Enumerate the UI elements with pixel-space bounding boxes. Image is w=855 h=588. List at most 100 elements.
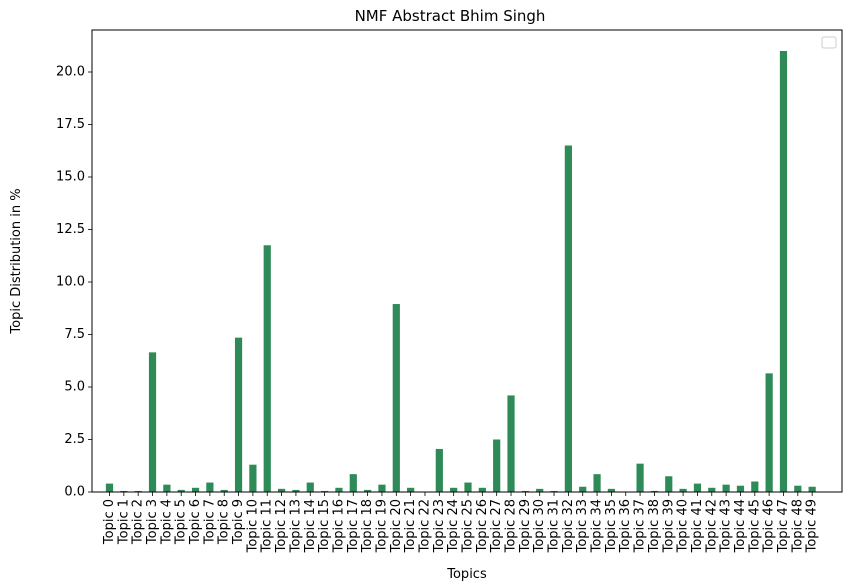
x-ticks-group: Topic 0 Topic 1 Topic 2 Topic 3 Topic 4 Topic… [102,492,820,553]
bar [206,482,214,492]
x-tick-label: Topic 31 [547,499,562,553]
bar [378,484,386,492]
x-tick-label: Topic 22 [417,499,432,553]
x-tick-label: Topic 18 [360,499,375,553]
x-tick-label: Topic 42 [704,499,719,553]
bar [134,490,142,492]
x-tick-label: Topic 35 [604,499,619,553]
bar [349,474,357,492]
bar [148,352,157,492]
bar [636,463,644,492]
y-ticks-group: 0.0 2.5 5.0 7.5 10.0 12.5 15.0 17.5 20.0 [56,65,92,500]
x-tick-label: Topic 5 [174,499,189,545]
bar [722,484,730,492]
x-tick-label: Topic 43 [719,499,734,553]
plot-frame [91,29,843,493]
bar [464,482,472,492]
bar [579,486,587,492]
x-tick-label: Topic 4 [159,499,174,545]
bar [521,490,529,492]
x-tick-label: Topic 32 [561,499,576,553]
bar [665,476,673,492]
bar [593,474,601,492]
x-tick-label: Topic 6 [188,499,203,545]
bar [708,487,716,492]
x-tick-label: Topic 30 [532,499,547,553]
x-tick-label: Topic 12 [274,499,289,553]
bar [550,490,558,492]
x-tick-label: Topic 37 [633,499,648,553]
y-axis-label: Topic Distribution in % [9,188,24,334]
bar [493,439,501,492]
x-tick-label: Topic 16 [331,499,346,553]
bar [306,482,314,492]
x-tick-label: Topic 40 [676,499,691,553]
x-tick-label: Topic 28 [504,499,519,553]
x-tick-label: Topic 10 [245,499,260,553]
bar [536,488,544,492]
bar [607,488,615,492]
bar [321,490,329,492]
x-tick-label: Topic 25 [461,499,476,553]
bar [736,485,745,492]
x-tick-label: Topic 0 [102,499,117,545]
x-tick-label: Topic 48 [790,499,805,553]
x-tick-label: Topic 3 [145,499,160,545]
x-tick-label: Topic 36 [618,499,633,553]
x-tick-label: Topic 46 [762,499,777,553]
bar [120,490,128,492]
x-tick-label: Topic 47 [776,499,791,553]
x-tick-label: Topic 1 [116,499,131,545]
bar [507,395,515,492]
chart-title: NMF Abstract Bhim Singh [355,7,546,25]
bar [105,483,114,492]
x-tick-label: Topic 29 [518,499,533,553]
bar [220,489,228,492]
x-tick-label: Topic 13 [288,499,303,553]
x-tick-label: Topic 9 [231,499,246,545]
x-tick-label: Topic 49 [805,499,820,553]
x-tick-label: Topic 27 [489,499,504,553]
bar [163,484,171,492]
x-tick-label: Topic 26 [475,499,490,553]
bar [177,489,185,492]
bar [292,489,300,492]
bar [765,373,773,492]
y-tick-label: 20.0 [56,65,85,80]
bar [808,486,816,492]
bar [263,245,271,492]
y-tick-label: 12.5 [56,222,85,237]
x-tick-label: Topic 15 [317,499,332,553]
y-tick-label: 7.5 [64,327,85,342]
y-tick-label: 17.5 [56,117,85,132]
x-tick-label: Topic 21 [403,499,418,553]
bars-group [105,51,816,492]
bar [650,490,659,492]
bar [794,485,802,492]
bar [435,448,443,492]
bar [277,488,286,492]
x-tick-label: Topic 34 [590,499,605,553]
bar [191,487,200,492]
x-tick-label: Topic 39 [661,499,676,553]
x-tick-label: Topic 20 [389,499,404,553]
y-tick-label: 15.0 [56,170,85,185]
x-tick-label: Topic 8 [217,499,232,545]
legend-box [821,36,837,49]
y-tick-label: 2.5 [64,432,85,447]
x-tick-label: Topic 2 [131,499,146,545]
bar [364,489,372,492]
bar [693,483,702,492]
bar [478,487,486,492]
x-tick-label: Topic 33 [575,499,590,553]
x-tick-label: Topic 45 [747,499,762,553]
x-tick-label: Topic 24 [446,499,461,553]
bar [335,487,343,492]
bar [751,481,759,492]
bar [679,488,687,492]
x-tick-label: Topic 14 [303,499,318,553]
x-axis-label: Topics [446,567,487,582]
bar [234,337,243,492]
x-tick-label: Topic 19 [374,499,389,553]
bar [392,304,400,492]
